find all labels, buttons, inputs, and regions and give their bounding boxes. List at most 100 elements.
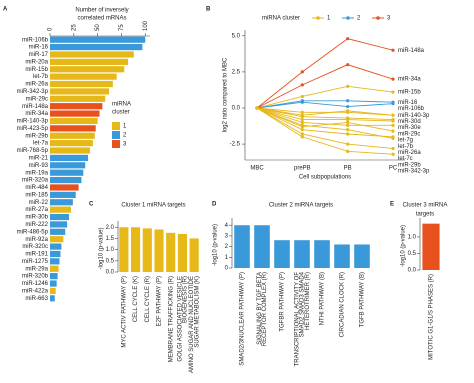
x-tick-label: AMINO SUGAR AND NUCLEOTIDE xyxy=(189,276,195,373)
legend-label: 1 xyxy=(123,124,127,130)
bar xyxy=(234,225,250,268)
panel-label: A xyxy=(3,7,8,13)
x-tick-label: GOLGI ASSOCIATED VESICLE xyxy=(177,276,183,362)
y-tick-label: 0.0 xyxy=(408,268,417,274)
y-tick-label: miR-1246 xyxy=(22,281,49,287)
y-tick-label: let-7a xyxy=(33,141,49,147)
legend-label: 2 xyxy=(123,133,127,139)
data-point xyxy=(346,99,350,103)
series-label: miR-29c xyxy=(398,131,420,137)
axis-title: Number of inversely xyxy=(75,8,128,14)
bar xyxy=(50,88,110,95)
x-tick-label: MYC ACTIV PATHWAY (P) xyxy=(121,276,127,348)
series-line xyxy=(256,107,394,139)
series-label: miR-30e xyxy=(398,125,421,131)
y-tick-label: miR-191 xyxy=(25,252,48,258)
x-tick-label: MEMBRANE TRAFFICKING (R) xyxy=(168,276,174,362)
series-line xyxy=(256,38,394,109)
axis-title: -log10 (p-value) xyxy=(401,225,407,267)
series-line xyxy=(256,107,394,149)
bar xyxy=(50,273,58,280)
series-line xyxy=(256,100,394,109)
data-point xyxy=(300,70,304,74)
x-tick-label: MBC xyxy=(250,166,264,172)
x-tick-label: TGFBR PATHWAY (P) xyxy=(280,272,286,332)
series-label: miR-34a xyxy=(398,77,421,83)
series-line xyxy=(256,107,394,138)
data-point xyxy=(300,123,304,127)
series-line xyxy=(256,85,394,109)
chart-title: Cluster 3 miRNA xyxy=(403,203,448,209)
y-tick-label: miR-148a xyxy=(22,104,49,110)
data-point xyxy=(346,132,350,136)
bar xyxy=(274,240,290,268)
bar xyxy=(50,287,56,295)
x-tick-label: MITOTIC G1-G1/S PHASES (R) xyxy=(429,274,435,360)
series-label: miR-148a xyxy=(398,48,425,54)
y-tick-label: miR-342-3p xyxy=(17,89,49,95)
bar xyxy=(254,225,270,268)
y-tick-label: miR-19a xyxy=(25,170,48,176)
series-line xyxy=(256,107,394,132)
axis-title: Cell subpopulations xyxy=(299,175,351,181)
x-tick-label: CELL CYCLE (R) xyxy=(145,276,151,322)
y-tick-label: 1.5 xyxy=(106,236,115,242)
series-label: miR-30d xyxy=(398,119,421,125)
y-tick-label: miR-320c xyxy=(22,244,48,250)
bar xyxy=(50,280,57,287)
x-tick-label: TRANSCRIPTIONAL ACTIVITY OF xyxy=(294,272,300,367)
bar xyxy=(166,232,176,272)
x-tick-label: 25 xyxy=(71,24,77,31)
data-point xyxy=(300,110,304,114)
bar xyxy=(354,244,370,268)
y-tick-label: 1 xyxy=(225,255,229,261)
x-tick-label: SMAD2 SMAD3 SMAD4 xyxy=(300,271,306,337)
data-point xyxy=(391,136,395,140)
bar xyxy=(314,240,330,268)
y-tick-label: miR-29a xyxy=(25,266,48,272)
series-label: let-7c xyxy=(398,156,413,162)
bar xyxy=(50,250,61,258)
bar xyxy=(142,228,152,272)
x-tick-label: CIRCADIAN CLOCK (R) xyxy=(340,272,346,337)
legend-label: 3 xyxy=(123,142,127,148)
data-point xyxy=(391,113,395,117)
chart-title: Cluster 1 miRNA targets xyxy=(121,203,185,209)
y-tick-label: 0.0 xyxy=(106,270,115,276)
y-tick-label: 0.5 xyxy=(106,258,115,264)
bar xyxy=(119,227,129,272)
y-tick-label: 1.0 xyxy=(106,247,115,253)
series-label: miR-140-3p xyxy=(398,113,430,119)
y-tick-label: 1.0 xyxy=(408,234,417,240)
series-label: miR-29b xyxy=(398,162,421,168)
bar xyxy=(50,228,66,235)
data-point xyxy=(391,152,395,156)
x-tick-label: 50 xyxy=(95,24,101,31)
y-tick-label: miR-29c xyxy=(26,96,48,102)
data-point xyxy=(346,109,350,113)
data-point xyxy=(391,48,395,52)
bar xyxy=(50,125,96,132)
bar xyxy=(50,132,95,139)
legend-dot xyxy=(346,16,350,20)
y-tick-label: miR-222 xyxy=(25,222,48,228)
bar xyxy=(50,154,89,162)
panel-label: D xyxy=(212,202,217,208)
y-tick-label: miR-22 xyxy=(29,200,49,206)
series-line xyxy=(256,107,394,122)
y-tick-label: let-7b xyxy=(33,74,49,80)
series-label: let-7b xyxy=(398,144,414,150)
x-tick-label: RECEPTOR COMPLEX (R) xyxy=(262,272,268,346)
legend-title: cluster xyxy=(112,110,130,116)
y-tick-label: miR-16 xyxy=(29,45,49,51)
data-point xyxy=(300,94,304,99)
x-tick-label: CELL CYCLE (K) xyxy=(133,276,139,322)
series-line xyxy=(256,101,394,109)
panel-label: C xyxy=(89,202,94,208)
legend-swatch xyxy=(112,122,120,130)
data-point xyxy=(346,128,350,132)
y-tick-label: miR-17 xyxy=(29,52,49,58)
legend-swatch xyxy=(112,131,120,139)
y-tick-label: 0.0 xyxy=(232,106,241,112)
